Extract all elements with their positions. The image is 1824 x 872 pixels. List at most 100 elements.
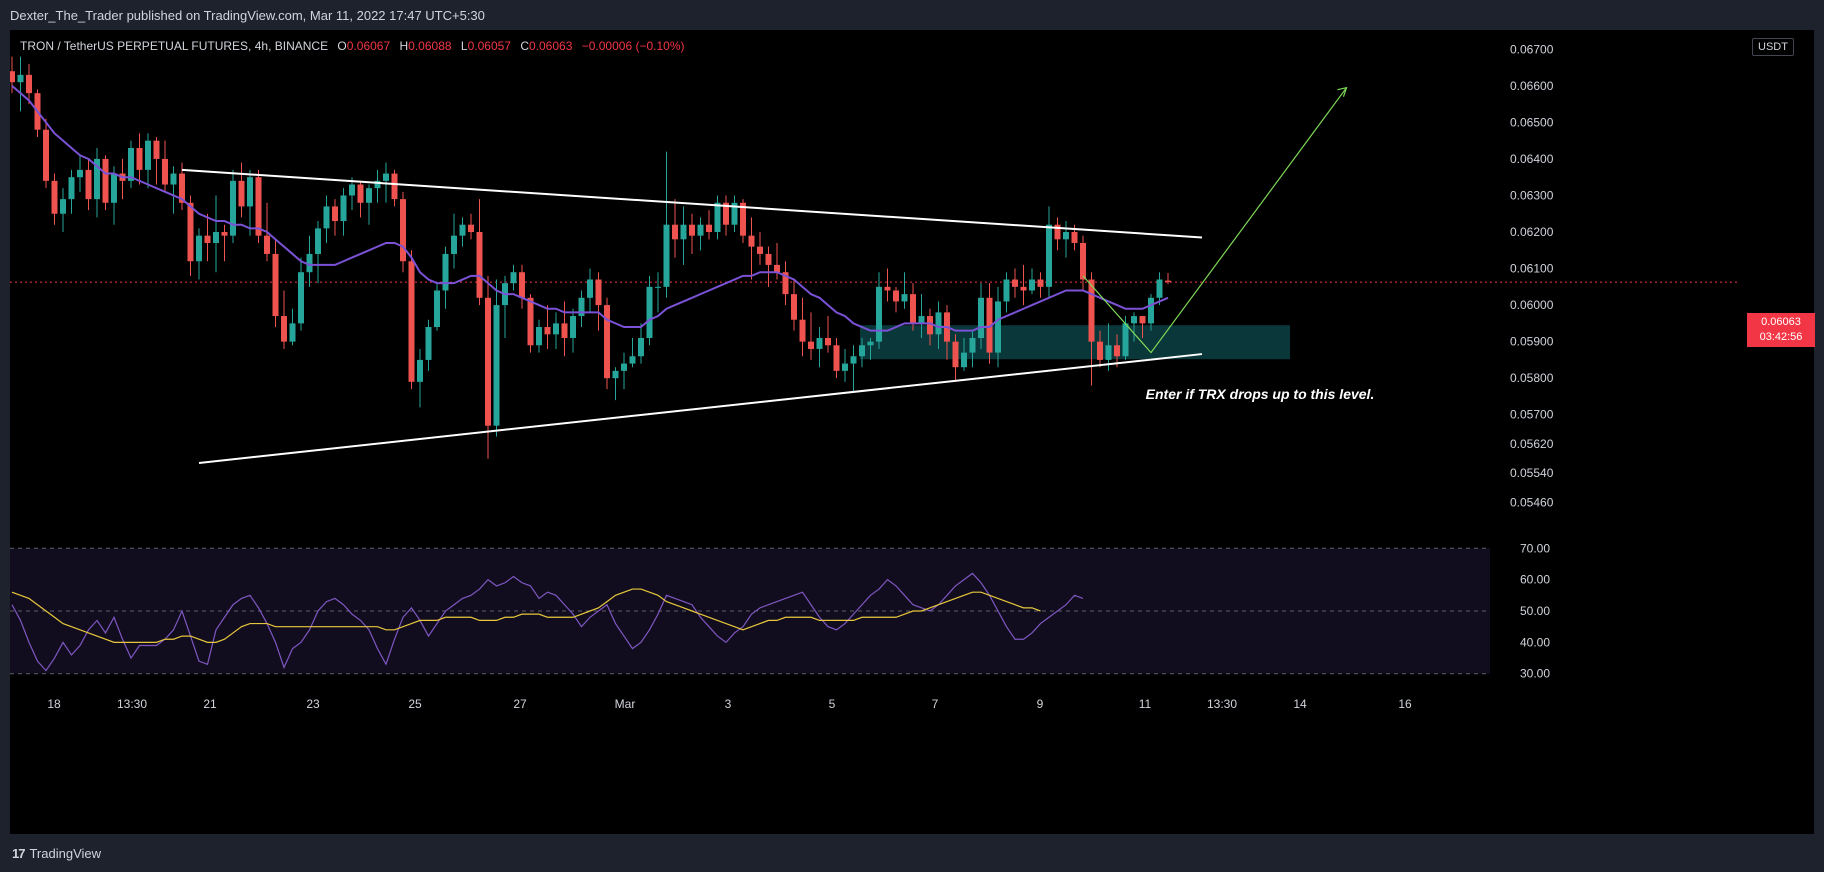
candle-body [221,232,228,236]
time-axis-label: 14 [1293,697,1307,711]
legend-open-label: O [337,39,347,53]
price-axis-label: 0.06100 [1510,262,1554,276]
price-axis-label: 0.05460 [1510,495,1554,509]
candle-body [986,297,993,353]
candle-body [128,147,134,181]
candle-body [332,206,338,222]
candle-body [1037,279,1044,287]
candle-body [383,173,389,181]
candle-body [544,327,551,335]
candle-body [969,337,976,353]
legend-low-label: L [460,39,468,53]
candle-body [782,272,789,295]
candle-body [884,286,891,291]
candle-body [196,235,202,262]
rsi-ma-line [11,588,1041,643]
candle-body [1165,280,1171,283]
time-axis-label: 11 [1139,697,1152,711]
tradingview-logo[interactable]: 17 TradingView [12,846,101,861]
time-axis-label: 13:30 [1207,697,1237,711]
candle-body [204,235,211,243]
rsi-axis-label: 60.00 [1520,573,1550,587]
candle-body [791,294,797,320]
candle-body [451,235,457,254]
candle-body [553,323,559,335]
candle-body [162,158,168,185]
time-axis-label: 5 [829,697,836,711]
candle-body [77,169,83,178]
tradingview-logo-text: TradingView [29,846,102,861]
candle-body [519,272,525,298]
legend-close-label: C [520,39,529,53]
currency-unit-badge[interactable]: USDT [1752,38,1794,56]
legend-close-value: 0.06063 [529,39,573,53]
rsi-axis-label: 30.00 [1520,667,1550,681]
entry-zone [860,325,1290,360]
candle-body [153,140,160,159]
candle-body [825,337,831,346]
candle-body [485,297,491,426]
time-axis-label: 21 [203,697,217,711]
time-axis-label: 7 [932,697,939,711]
candle-body [816,337,823,349]
time-axis-label: 3 [725,697,732,711]
rsi-axis-label: 70.00 [1520,541,1550,555]
candle-body [612,370,619,379]
candle-body [663,224,670,287]
candle-body [961,352,967,368]
time-axis-label: Mar [615,697,636,711]
price-axis-label: 0.06000 [1510,298,1554,312]
candle-body [697,224,704,236]
candle-body [876,286,882,342]
candle-body [187,202,194,262]
candle-body [561,323,568,338]
candle-body [1156,279,1163,298]
candle-body [51,180,58,214]
candle-body [468,224,474,233]
candle-body [1080,242,1086,280]
chart-legend: TRON / TetherUS PERPETUAL FUTURES, 4h, B… [20,39,684,53]
candle-body [978,297,984,338]
legend-low-value: 0.06057 [467,39,511,53]
candle-body [1063,232,1069,240]
candle-body [927,316,933,335]
candle-body [680,224,687,240]
time-axis-label: 16 [1398,697,1412,711]
candle-body [570,316,576,338]
candle-body [10,71,15,83]
time-axis-label: 23 [306,697,320,711]
candle-body [493,305,500,426]
candle-body [842,363,848,371]
price-axis-label: 0.06300 [1510,188,1554,202]
price-axis-label: 0.05900 [1510,335,1554,349]
candle-body [1131,316,1137,324]
entry-zone-note[interactable]: Enter if TRX drops up to this level. [1145,386,1375,402]
candle-body [255,177,262,236]
candle-body [859,345,865,357]
candle-body [306,253,313,273]
candle-body [94,158,100,200]
candle-body [1020,286,1027,291]
candle-body [918,316,925,324]
candle-body [757,246,763,254]
candle-body [298,272,304,324]
candle-body [60,199,66,214]
candle-body [723,202,729,225]
candle-body [340,195,347,222]
candle-body [1097,341,1103,360]
candle-body [1139,316,1146,324]
time-axis-label: 18 [47,697,61,711]
candle-body [621,363,627,371]
candle-body [629,356,636,364]
chart-area[interactable]: 0.06700 0.06600 0.06500 0.06400 0.06300 0.062… [10,30,1815,834]
rsi-axis-label: 50.00 [1520,604,1550,618]
candle-body [230,180,236,236]
candle-body [281,316,287,342]
time-axis-label: 9 [1037,697,1044,711]
price-axis-label: 0.06700 [1510,42,1554,56]
candle-body [536,327,542,346]
price-axis-label: 0.06400 [1510,152,1554,166]
candle-body [595,279,602,306]
chart-canvas[interactable]: 0.06700 0.06600 0.06500 0.06400 0.06300 0.062… [10,30,1814,834]
candle-body [714,202,721,233]
